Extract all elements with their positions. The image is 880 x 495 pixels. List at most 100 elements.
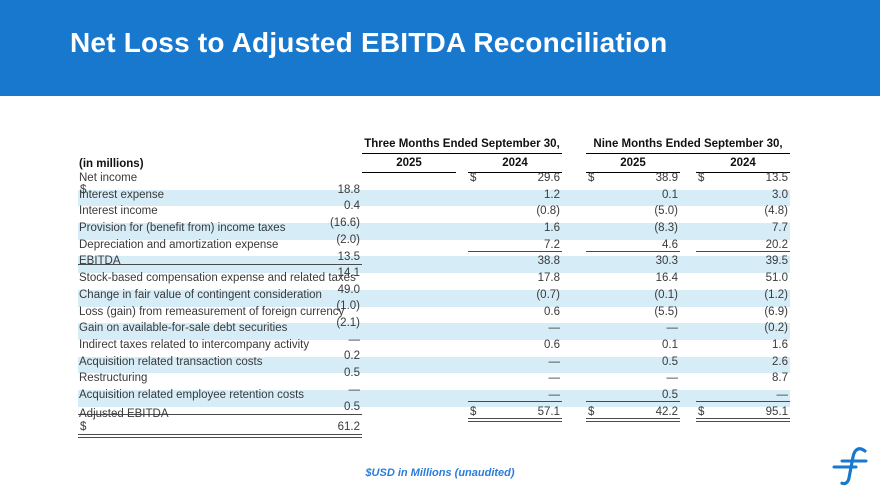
cell-value: (5.5) <box>654 305 678 318</box>
cell-value: 3.0 <box>772 188 788 201</box>
year-header: 2025 <box>586 157 680 173</box>
row-label: Change in fair value of contingent consi… <box>79 288 322 301</box>
value-group: (0.8) <box>468 206 562 218</box>
value-group: 7.7 <box>696 223 790 235</box>
cell-value: 7.7 <box>772 222 788 235</box>
cell-value: 20.2 <box>765 238 788 251</box>
cell-value: 18.8 <box>337 183 360 196</box>
cell-value: (16.6) <box>329 216 360 229</box>
cell-value: 57.1 <box>537 405 560 418</box>
value-group: (0.1) <box>586 289 680 302</box>
value-group: — <box>78 334 362 347</box>
cell-value: — <box>548 355 561 368</box>
value-group: (6.9) <box>696 305 790 319</box>
cell-value: — <box>548 372 561 385</box>
value-group: 7.2 <box>468 238 562 253</box>
value-group: (16.6) <box>78 216 362 230</box>
cell-value: 0.2 <box>344 350 360 363</box>
currency-symbol: $ <box>80 183 87 196</box>
value-group: 0.2 <box>78 351 362 363</box>
table-row: Restructuring — — 8.7 — <box>78 372 790 396</box>
row-label: Restructuring <box>79 372 148 385</box>
table-row: Provision for (benefit from) income taxe… <box>78 222 790 245</box>
value-group: (2.0) <box>78 234 362 247</box>
table-row: EBITDA 38.8 30.3 39.5 14.1 <box>78 255 790 278</box>
value-group: $ 38.9 <box>586 172 680 185</box>
cell-value: — <box>666 372 679 385</box>
table-row: Acquisition related employee retention c… <box>78 388 790 415</box>
cell-value: 38.9 <box>655 172 678 184</box>
cell-value: 14.1 <box>337 266 360 279</box>
value-group: 0.5 <box>78 368 362 380</box>
value-group: 0.5 <box>586 356 680 369</box>
row-label: Provision for (benefit from) income taxe… <box>79 222 286 235</box>
value-group: 8.7 <box>696 373 790 385</box>
currency-symbol: $ <box>588 405 595 418</box>
value-group: 4.6 <box>586 238 680 253</box>
cell-value: — <box>548 388 561 401</box>
row-label: EBITDA <box>79 255 121 268</box>
value-group: (0.2) <box>696 323 790 335</box>
cell-value: 39.5 <box>765 255 788 268</box>
value-group: (5.0) <box>586 206 680 218</box>
cell-value: (0.2) <box>764 322 788 335</box>
currency-symbol: $ <box>698 405 705 418</box>
cell-value: 16.4 <box>655 272 678 285</box>
period-header-three-months: Three Months Ended September 30, <box>362 138 562 154</box>
period-header-nine-months: Nine Months Ended September 30, <box>586 138 790 154</box>
value-group: — <box>586 373 680 385</box>
cell-value: (6.9) <box>764 305 788 318</box>
value-group: (2.1) <box>78 317 362 330</box>
cell-value: (1.0) <box>336 300 360 313</box>
value-group: 1.2 <box>468 188 562 202</box>
value-group: 16.4 <box>586 273 680 285</box>
value-group: 0.6 <box>468 306 562 319</box>
cell-value: 95.1 <box>765 405 788 418</box>
row-label: Net income <box>79 172 138 184</box>
value-group: 3.0 <box>696 188 790 202</box>
cell-value: 38.8 <box>537 255 560 268</box>
cell-value: 42.2 <box>655 405 678 418</box>
year-header: 2025 <box>362 157 456 173</box>
cell-value: 0.5 <box>662 388 678 401</box>
row-label: Acquisition related employee retention c… <box>79 389 305 402</box>
value-group: 17.8 <box>468 273 562 285</box>
value-group: 20.2 <box>696 238 790 253</box>
value-group: — <box>696 389 790 403</box>
cell-value: — <box>666 322 679 335</box>
table-row: Loss (gain) from remeasurement of foreig… <box>78 305 790 329</box>
cell-value: (0.7) <box>536 288 560 301</box>
cell-value: 0.4 <box>344 200 360 213</box>
value-group: 0.1 <box>586 339 680 352</box>
cell-value: 4.6 <box>662 238 678 251</box>
cell-value: (2.1) <box>336 317 360 329</box>
cell-value: 1.2 <box>544 188 560 201</box>
value-group: 14.1 <box>78 266 362 280</box>
cell-value: (5.0) <box>654 205 678 218</box>
value-group: 30.3 <box>586 256 680 268</box>
value-group: 38.8 <box>468 256 562 268</box>
value-group: 2.6 <box>696 356 790 369</box>
table-body: Net income $ 29.6 $ 38.9 $ 13.5 $ 18.8 I… <box>78 172 790 438</box>
table-row: Interest expense 1.2 0.1 3.0 0.4 <box>78 188 790 212</box>
row-label: Adjusted EBITDA <box>79 407 169 420</box>
value-group: 51.0 <box>696 273 790 285</box>
table-row: Stock-based compensation expense and rel… <box>78 272 790 296</box>
value-group: (0.7) <box>468 288 562 302</box>
table-row: Indirect taxes related to intercompany a… <box>78 338 790 362</box>
value-group: — <box>468 388 562 403</box>
value-group: 1.6 <box>468 223 562 235</box>
row-label: Stock-based compensation expense and rel… <box>79 272 356 285</box>
row-label: Indirect taxes related to intercompany a… <box>79 338 310 351</box>
value-group: — <box>468 373 562 385</box>
value-group: (8.3) <box>586 223 680 235</box>
title-banner: Net Loss to Adjusted EBITDA Reconciliati… <box>0 0 880 96</box>
cell-value: 7.2 <box>544 238 560 251</box>
year-header: 2024 <box>468 157 562 173</box>
value-group: 0.1 <box>586 189 680 202</box>
cell-value: — <box>548 322 561 335</box>
value-group: $ 18.8 <box>78 183 362 197</box>
in-millions-label: (in millions) <box>79 157 144 170</box>
value-group: — <box>78 384 362 397</box>
